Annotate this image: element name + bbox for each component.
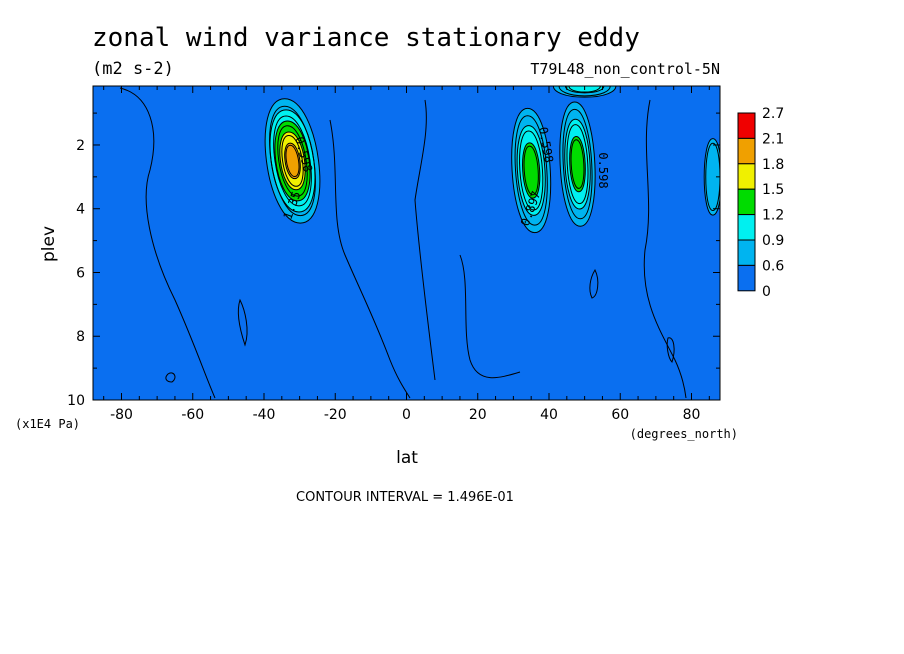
- x-units-label: (degrees_north): [630, 427, 738, 441]
- contour-label: 0.598: [536, 126, 556, 164]
- contour-line: [119, 87, 216, 399]
- contour-line: [274, 120, 311, 202]
- colorbar-swatch: [737, 137, 756, 165]
- y-units-label: (x1E4 Pa): [15, 417, 80, 431]
- contour-line: [565, 86, 605, 94]
- contour-line: [553, 86, 617, 98]
- run-label: T79L48_non_control-5N: [530, 60, 720, 78]
- contour-line: [237, 298, 248, 347]
- x-tick-label: -80: [110, 407, 133, 423]
- contour-line: [523, 145, 539, 196]
- contour-line: [281, 135, 304, 187]
- chart-title: zonal wind variance stationary eddy: [92, 23, 640, 53]
- x-axis-label: lat: [396, 448, 418, 468]
- contour-lines: [119, 86, 720, 399]
- x-tick-label: 80: [683, 407, 701, 423]
- x-tick-label: 40: [540, 407, 558, 423]
- y-tick-label: 6: [76, 265, 85, 281]
- y-axis-label: plev: [39, 226, 59, 262]
- x-tick-label: 0: [402, 407, 411, 423]
- contour-line: [569, 135, 586, 193]
- colorbar-swatch: [737, 264, 756, 292]
- contour-fill: [704, 138, 720, 216]
- colorbar-label: 1.2: [762, 208, 784, 224]
- contour-line: [562, 108, 593, 220]
- colorbar-swatch: [737, 188, 756, 216]
- contour-line: [566, 124, 589, 205]
- colorbar-label: 2.1: [762, 131, 784, 147]
- contour-line: [703, 138, 720, 216]
- x-tick-label: -40: [253, 407, 276, 423]
- contour-line: [264, 98, 321, 224]
- y-tick-label: 4: [76, 202, 85, 218]
- colorbar-label: 0: [762, 284, 771, 300]
- x-tick-label: -60: [181, 407, 204, 423]
- colorbar: 2.7 2.1 1.8 1.5 1.2 0.9 0.6 0: [737, 106, 784, 300]
- contour-line: [514, 115, 548, 226]
- colorbar-label: 0.6: [762, 258, 784, 274]
- colorbar-swatch: [737, 214, 756, 241]
- plot-background: [93, 86, 720, 400]
- contour-line: [269, 109, 316, 213]
- contour-line: [285, 144, 300, 178]
- contour-line: [522, 142, 541, 199]
- colorbar-label: 2.7: [762, 106, 784, 122]
- contour-interval-label: CONTOUR INTERVAL = 1.496E-01: [296, 490, 514, 505]
- contour-line: [568, 86, 601, 93]
- contour-line: [459, 254, 521, 379]
- colorbar-label: 1.8: [762, 157, 784, 173]
- contour-line: [666, 337, 675, 363]
- contour-fill: [522, 142, 540, 199]
- contour-line: [165, 372, 176, 383]
- contour-line: [558, 86, 611, 97]
- colorbar-label: 0.9: [762, 233, 784, 249]
- y-tick-label: 2: [76, 138, 85, 154]
- units-label: (m2 s-2): [92, 59, 174, 79]
- contour-line: [570, 139, 585, 189]
- contour-line: [511, 107, 552, 234]
- contour-line: [705, 142, 720, 212]
- contour-line: [643, 99, 687, 399]
- x-axis: -80 -60 -40 -20 0 20 40 60 80: [103, 86, 710, 423]
- contour-line: [559, 101, 596, 227]
- x-tick-label: 60: [611, 407, 629, 423]
- x-tick-label: -20: [324, 407, 347, 423]
- colorbar-swatch: [737, 163, 756, 190]
- y-tick-label: 8: [76, 329, 85, 345]
- contour-line: [279, 131, 306, 191]
- y-tick-label: 10: [67, 393, 85, 409]
- contour-fill: [569, 136, 586, 192]
- contour-label: 0.598: [596, 152, 610, 188]
- y-axis: 2 4 6 8 10: [67, 112, 720, 409]
- colorbar-swatch: [737, 239, 756, 266]
- contour-line: [273, 115, 312, 207]
- x-tick-label: 20: [469, 407, 487, 423]
- contour-line: [277, 125, 308, 197]
- contour-line: [284, 142, 301, 180]
- colorbar-swatch: [737, 112, 756, 139]
- contour-line: [519, 130, 544, 211]
- contour-line: [329, 119, 411, 399]
- contour-line: [564, 118, 591, 210]
- contour-line: [414, 99, 436, 381]
- contour-line: [516, 125, 546, 216]
- colorbar-label: 1.5: [762, 182, 784, 198]
- contour-line: [589, 268, 599, 299]
